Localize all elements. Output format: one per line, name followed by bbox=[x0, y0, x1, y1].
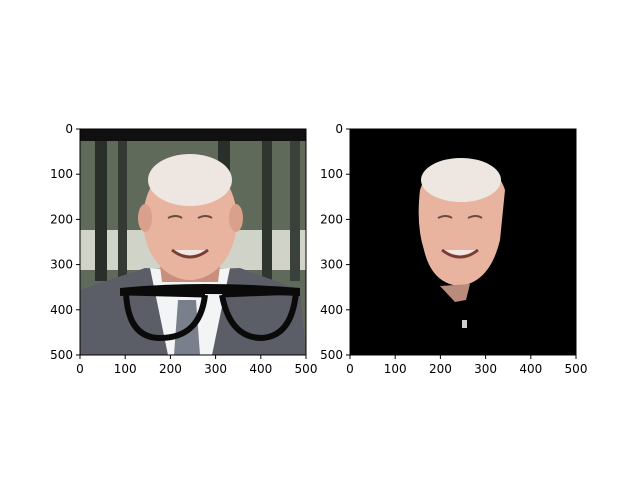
photo-pillar bbox=[262, 141, 272, 281]
glasses-overlay bbox=[120, 284, 300, 342]
x-tick-label: 100 bbox=[384, 362, 407, 376]
segmented-mouth bbox=[441, 248, 479, 259]
y-tick-label: 500 bbox=[50, 348, 73, 362]
x-tick-label: 0 bbox=[76, 362, 84, 376]
photo-pillar bbox=[290, 141, 300, 281]
y-tick-label: 100 bbox=[320, 167, 343, 181]
y-tick-label: 400 bbox=[50, 303, 73, 317]
segmented-chin-fragment bbox=[440, 284, 470, 302]
x-tick-label: 300 bbox=[204, 362, 227, 376]
segmented-eyes bbox=[437, 215, 483, 219]
y-tick-label: 300 bbox=[50, 258, 73, 272]
x-tick-label: 300 bbox=[474, 362, 497, 376]
ear-left bbox=[138, 204, 152, 232]
x-tick-label: 200 bbox=[429, 362, 452, 376]
x-tick-label: 200 bbox=[159, 362, 182, 376]
photo-top-band bbox=[80, 129, 306, 141]
x-tick-label: 500 bbox=[565, 362, 588, 376]
left-image bbox=[80, 129, 306, 355]
right-image bbox=[350, 129, 576, 355]
y-tick-label: 500 bbox=[320, 348, 343, 362]
ear-right bbox=[229, 204, 243, 232]
photo-pillar bbox=[118, 141, 127, 281]
x-tick-label: 500 bbox=[295, 362, 318, 376]
y-tick-label: 100 bbox=[50, 167, 73, 181]
hair bbox=[148, 154, 232, 206]
x-tick-label: 400 bbox=[249, 362, 272, 376]
mouth bbox=[171, 248, 209, 259]
y-tick-label: 200 bbox=[50, 212, 73, 226]
y-tick-label: 200 bbox=[320, 212, 343, 226]
x-tick-label: 0 bbox=[346, 362, 354, 376]
left-axes-frame bbox=[79, 128, 307, 356]
segmented-fragment bbox=[462, 320, 467, 328]
right-axes-frame bbox=[349, 128, 577, 356]
x-tick-label: 400 bbox=[519, 362, 542, 376]
y-tick-label: 0 bbox=[335, 122, 343, 136]
eyes bbox=[167, 215, 213, 219]
photo-pillar bbox=[95, 141, 107, 281]
y-tick-label: 0 bbox=[65, 122, 73, 136]
segmented-hair bbox=[421, 158, 501, 202]
x-tick-label: 100 bbox=[114, 362, 137, 376]
y-tick-label: 300 bbox=[320, 258, 343, 272]
y-tick-label: 400 bbox=[320, 303, 343, 317]
